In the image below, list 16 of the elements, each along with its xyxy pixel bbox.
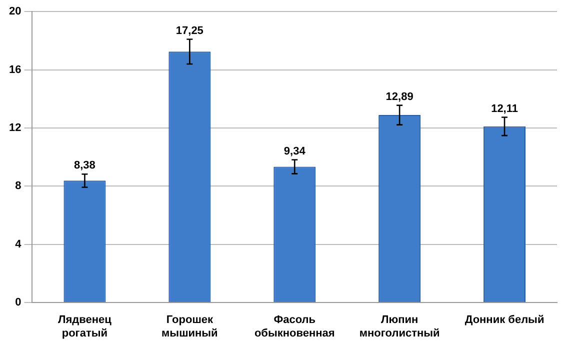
x-tick-label: Горошек мышиный	[162, 314, 218, 340]
y-tick-label: 12	[8, 122, 22, 134]
y-tick-label: 20	[8, 6, 22, 18]
data-label: 12,89	[386, 90, 414, 103]
data-label: 9,34	[284, 145, 306, 158]
y-tick-label: 4	[15, 238, 22, 250]
x-tick-label: Донник белый	[464, 314, 544, 326]
x-tick-label: Лядвенец рогатый	[58, 314, 112, 340]
data-label: 8,38	[74, 160, 96, 172]
y-tick-label: 16	[8, 64, 22, 76]
x-tick-label: Фасоль обыкновенная	[254, 314, 335, 340]
y-tick-label: 8	[15, 180, 22, 192]
x-tick-label: Люпин многолистный	[359, 314, 440, 340]
data-label: 12,11	[491, 102, 518, 115]
data-label: 17,25	[176, 24, 204, 37]
y-tick-label: 0	[15, 296, 22, 309]
